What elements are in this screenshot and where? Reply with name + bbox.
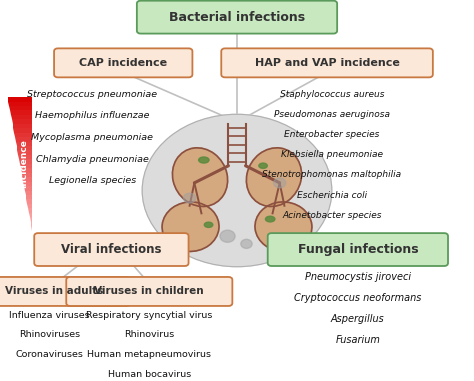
Polygon shape [15,137,32,142]
Text: Coronaviruses: Coronaviruses [16,350,84,359]
Text: Respiratory syncytial virus: Respiratory syncytial virus [86,311,212,320]
Text: Klebsiella pneumoniae: Klebsiella pneumoniae [281,150,383,159]
FancyBboxPatch shape [54,48,192,77]
Text: Cryptococcus neoformans: Cryptococcus neoformans [294,293,421,303]
Circle shape [220,230,235,242]
Ellipse shape [199,157,209,163]
FancyBboxPatch shape [34,233,189,266]
Polygon shape [20,164,32,168]
Text: Haemophilus influenzae: Haemophilus influenzae [35,111,150,120]
Text: Pneumocystis jiroveci: Pneumocystis jiroveci [305,272,411,282]
Polygon shape [23,182,32,186]
Text: Viral infections: Viral infections [61,243,162,256]
Ellipse shape [259,163,267,168]
Polygon shape [21,168,32,173]
Polygon shape [24,186,32,190]
Polygon shape [19,159,32,164]
Circle shape [142,114,332,267]
Text: Rhinovirus: Rhinovirus [124,330,174,339]
FancyBboxPatch shape [221,48,433,77]
Ellipse shape [246,148,301,207]
Polygon shape [16,142,32,146]
Ellipse shape [204,222,213,227]
Text: Streptococcus pneumoniae: Streptococcus pneumoniae [27,90,157,99]
Text: Chlamydia pneumoniae: Chlamydia pneumoniae [36,155,149,164]
Polygon shape [31,226,32,231]
Polygon shape [25,190,32,195]
Circle shape [241,239,252,248]
Text: HAP and VAP incidence: HAP and VAP incidence [255,58,400,68]
Text: Fusarium: Fusarium [336,335,380,345]
Polygon shape [18,150,32,155]
Circle shape [183,193,196,203]
FancyBboxPatch shape [0,277,130,306]
Text: Staphylococcus aureus: Staphylococcus aureus [280,90,384,99]
Polygon shape [8,97,32,102]
Polygon shape [29,213,32,217]
FancyBboxPatch shape [137,1,337,34]
Polygon shape [30,217,32,222]
Text: CAP incidence: CAP incidence [79,58,167,68]
Text: Mycoplasma pneumoniae: Mycoplasma pneumoniae [31,133,154,142]
Polygon shape [27,199,32,204]
Polygon shape [14,133,32,137]
Circle shape [273,178,286,188]
Text: Viruses in children: Viruses in children [94,287,204,296]
Ellipse shape [162,202,219,251]
Text: Enterobacter species: Enterobacter species [284,130,380,139]
Text: Incidence: Incidence [19,139,28,188]
Text: Bacterial infections: Bacterial infections [169,11,305,24]
Polygon shape [11,115,32,119]
Text: Human bocavirus: Human bocavirus [108,370,191,379]
Text: Influenza viruses: Influenza viruses [9,311,90,320]
Polygon shape [31,222,32,226]
Text: Rhinoviruses: Rhinoviruses [19,330,80,339]
Polygon shape [9,106,32,110]
Polygon shape [17,146,32,150]
Polygon shape [26,195,32,199]
Text: Human metapneumovirus: Human metapneumovirus [87,350,211,359]
Text: Pseudomonas aeruginosa: Pseudomonas aeruginosa [274,110,390,119]
Polygon shape [27,204,32,208]
Text: Viruses in adults: Viruses in adults [5,287,104,296]
Polygon shape [12,124,32,128]
FancyBboxPatch shape [268,233,448,266]
Polygon shape [21,173,32,177]
Polygon shape [13,128,32,133]
Polygon shape [12,119,32,124]
Text: Escherichia coli: Escherichia coli [297,190,367,200]
Polygon shape [10,110,32,115]
Polygon shape [28,208,32,213]
Text: Aspergillus: Aspergillus [331,314,385,324]
Text: Legionella species: Legionella species [49,176,136,186]
Text: Acinetobacter species: Acinetobacter species [282,211,382,220]
Ellipse shape [255,202,312,251]
Polygon shape [9,102,32,106]
Ellipse shape [265,216,275,222]
Text: Stenotrophomonas maltophilia: Stenotrophomonas maltophilia [262,170,401,179]
Ellipse shape [173,148,228,207]
Polygon shape [18,155,32,159]
Polygon shape [22,177,32,182]
Text: Fungal infections: Fungal infections [298,243,418,256]
FancyBboxPatch shape [66,277,232,306]
